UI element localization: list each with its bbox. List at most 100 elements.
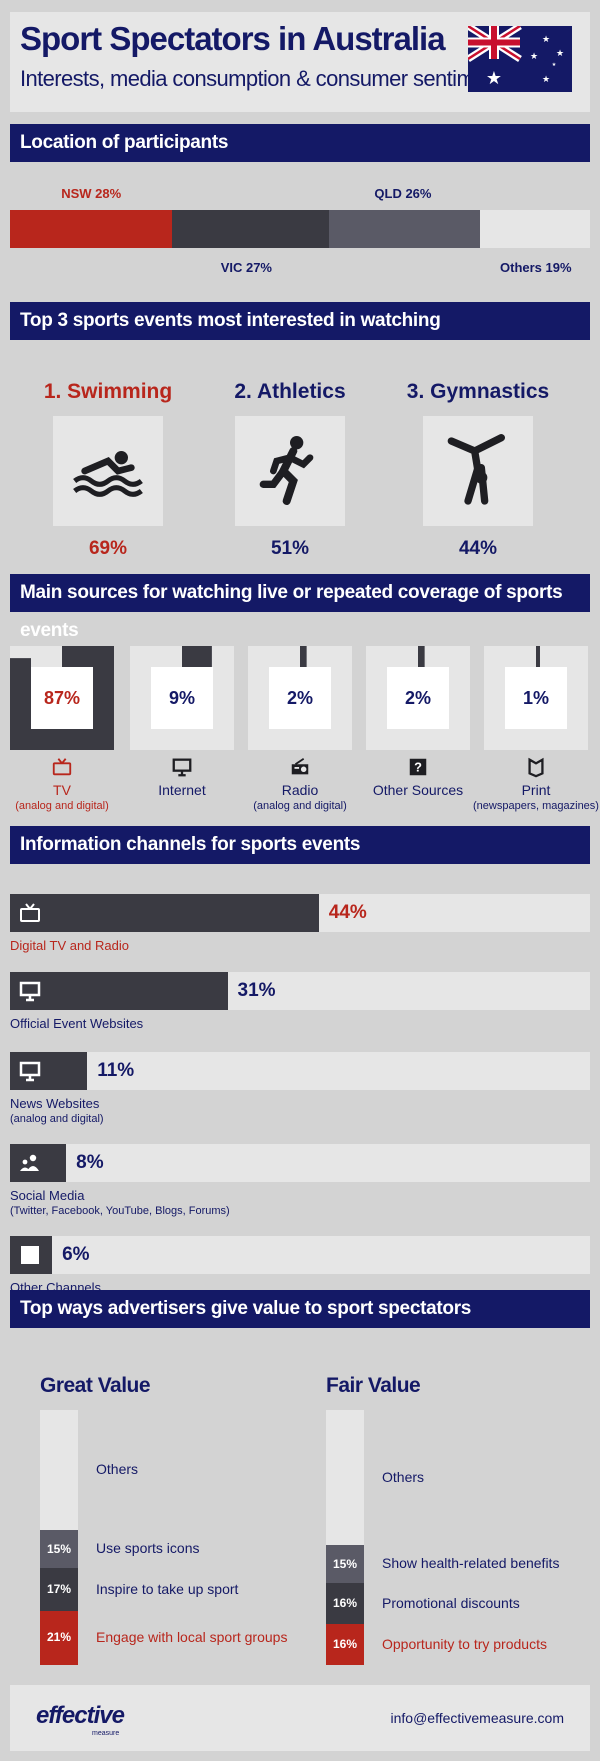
source-name: Radio <box>281 782 319 798</box>
location-stacked-bar <box>10 210 590 248</box>
source-percent: 9% <box>151 667 213 729</box>
value-column-title: Great Value <box>40 1374 151 1397</box>
source-percent: 87% <box>31 667 93 729</box>
svg-text:★: ★ <box>556 49 564 59</box>
location-bar-vic <box>172 210 329 248</box>
channel-name: Other Channels <box>10 1280 102 1295</box>
channel-percent: 8% <box>76 1152 104 1173</box>
channel-name: Social Media <box>10 1188 85 1203</box>
monitor-icon <box>19 981 41 1002</box>
radio-icon <box>291 757 309 775</box>
channel-percent: 44% <box>328 902 367 923</box>
source-label-other-sources: Other Sources <box>353 782 483 798</box>
value-segment-0: 16% <box>326 1624 364 1665</box>
channel-bar-digital-tv-and-radio <box>10 894 319 932</box>
location-label-nsw: NSW 28% <box>61 186 122 201</box>
page-subtitle: Interests, media consumption & consumer … <box>20 66 504 91</box>
source-name: Internet <box>158 782 206 798</box>
contact-email[interactable]: info@effectivemeasure.com <box>390 1710 564 1726</box>
sport-icon-box <box>53 416 163 526</box>
value-label: Promotional discounts <box>382 1594 520 1611</box>
source-percent: 2% <box>387 667 449 729</box>
sport-icon-box <box>423 416 533 526</box>
source-label-internet: Internet <box>117 782 247 798</box>
value-label: Engage with local sport groups <box>96 1629 288 1646</box>
value-label: Use sports icons <box>96 1539 200 1556</box>
section-header-location: Location of participants <box>10 124 590 162</box>
tv-icon <box>20 903 40 922</box>
channel-name: News Websites <box>10 1096 100 1111</box>
source-label-print: Print (newspapers, magazines) <box>471 782 600 812</box>
sport-percent-swimming: 69% <box>88 538 128 559</box>
value-segment-3 <box>326 1410 364 1546</box>
source-name: Print <box>521 782 551 798</box>
source-name: TV <box>53 782 71 798</box>
sport-title-gymnastics: 3. Gymnastics <box>388 380 568 404</box>
channel-name: Official Event Websites <box>10 1016 144 1031</box>
channel-bar-other-channels: ? <box>10 1236 53 1274</box>
sport-percent-gymnastics: 44% <box>458 538 498 559</box>
section-header-advertisers: Top ways advertisers give value to sport… <box>10 1290 590 1328</box>
source-progress-fill <box>10 646 114 750</box>
sport-percent-athletics: 51% <box>270 538 310 559</box>
source-subtext: (newspapers, magazines) <box>473 800 599 812</box>
channel-label: Other Channels <box>10 1280 101 1295</box>
value-segment-1: 16% <box>326 1583 364 1625</box>
sport-name: Swimming <box>67 380 173 403</box>
channel-track: 11% <box>10 1052 590 1090</box>
source-box-tv: 87% <box>10 646 114 750</box>
source-box-other-sources: 2% <box>366 646 470 750</box>
channel-label: Social Media (Twitter, Facebook, YouTube,… <box>10 1188 230 1217</box>
svg-text:★: ★ <box>552 62 557 68</box>
channel-label: Digital TV and Radio <box>10 938 129 953</box>
source-subtext: (analog and digital) <box>253 800 347 812</box>
value-label: Others <box>96 1460 139 1477</box>
channel-bar-social-media <box>10 1144 67 1182</box>
question-icon: ? <box>409 758 427 776</box>
source-label-radio: Radio (analog and digital) <box>235 782 365 812</box>
page-title: Sport Spectators in Australia <box>20 20 446 57</box>
sport-title-athletics: 2. Athletics <box>200 380 380 404</box>
source-box-radio: 2% <box>248 646 352 750</box>
runner-icon <box>259 436 314 505</box>
channel-name: Digital TV and Radio <box>10 938 129 953</box>
svg-text:★: ★ <box>530 52 538 62</box>
channel-percent: 31% <box>237 980 276 1001</box>
section-header-sports: Top 3 sports events most interested in w… <box>10 302 590 340</box>
value-segment-3 <box>40 1410 78 1530</box>
source-subtext: (analog and digital) <box>15 800 109 812</box>
value-segment-1: 17% <box>40 1568 78 1612</box>
section-header-channels: Information channels for sports events <box>10 826 590 864</box>
sport-title-swimming: 1. Swimming <box>18 380 198 404</box>
svg-text:★: ★ <box>542 35 550 45</box>
channel-subtext: (Twitter, Facebook, YouTube, Blogs, Foru… <box>10 1205 230 1217</box>
source-name: Other Sources <box>372 782 464 798</box>
channel-track: ? 6% <box>10 1236 590 1274</box>
location-label-qld: QLD 26% <box>374 186 432 201</box>
value-segment-0: 21% <box>40 1611 78 1665</box>
value-label: Show health-related benefits <box>382 1555 560 1572</box>
svg-text:★: ★ <box>542 75 550 85</box>
channel-percent: 6% <box>62 1244 90 1265</box>
location-label-others: Others 19% <box>500 260 572 275</box>
value-label: Others <box>382 1468 425 1485</box>
location-bar-others <box>479 210 590 248</box>
sport-icon-box <box>235 416 345 526</box>
value-label: Inspire to take up sport <box>96 1580 239 1597</box>
question-icon: ? <box>21 1246 39 1264</box>
channel-bar-news-websites <box>10 1052 88 1090</box>
sport-rank: 2. <box>234 380 257 403</box>
sport-name: Gymnastics <box>430 380 550 403</box>
channel-bar-official-event-websites <box>10 972 228 1010</box>
location-bar-qld <box>329 210 480 248</box>
logo-subtext: measure <box>92 1730 120 1737</box>
sport-rank: 1. <box>43 380 68 403</box>
monitor-icon <box>19 1061 41 1082</box>
location-label-vic: VIC 27% <box>220 260 272 275</box>
print-icon <box>528 757 544 778</box>
tv-icon <box>52 758 72 776</box>
channel-label: News Websites (analog and digital) <box>10 1096 104 1125</box>
channel-subtext: (analog and digital) <box>10 1113 104 1125</box>
location-bar-nsw <box>10 210 173 248</box>
sport-rank: 3. <box>406 380 431 403</box>
